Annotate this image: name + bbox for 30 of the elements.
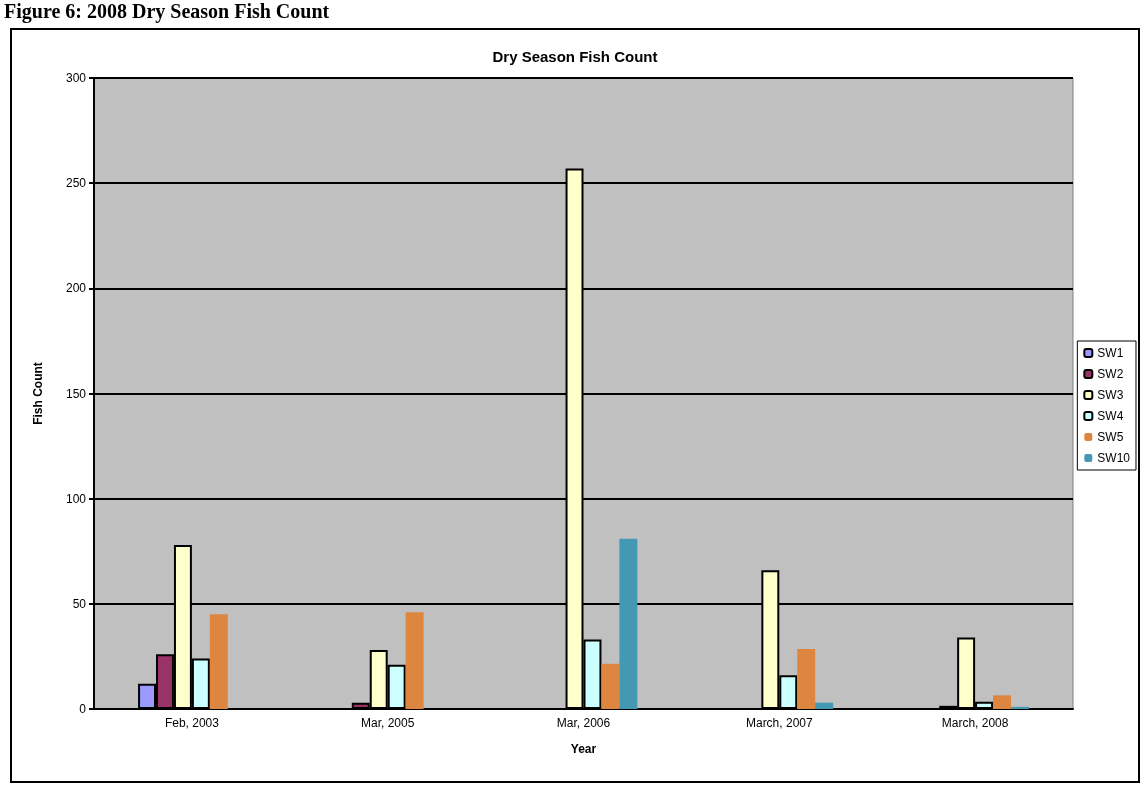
legend-label: SW4: [1097, 409, 1124, 423]
bar: [619, 538, 638, 709]
y-tick-label: 100: [65, 491, 87, 506]
x-tick-label: March, 2007: [745, 716, 813, 730]
bar: [797, 649, 816, 709]
y-tick-label: 50: [72, 596, 87, 611]
x-tick-label: Mar, 2006: [556, 716, 611, 730]
x-tick-label: Mar, 2005: [361, 716, 415, 730]
bar: [1011, 706, 1029, 709]
y-tick-label: 250: [65, 176, 87, 191]
bar: [405, 612, 424, 709]
bar: [601, 663, 620, 709]
chart-title: Dry Season Fish Count: [492, 48, 658, 65]
y-axis-title: Fish Count: [31, 362, 45, 425]
x-axis-title: Year: [570, 742, 597, 756]
x-tick-label: March, 2008: [941, 716, 1009, 730]
bar: [815, 702, 834, 709]
caption: Figure 6: 2008 Dry Season Fish Count: [4, 0, 330, 23]
bar: [993, 695, 1011, 709]
y-tick-label: 200: [65, 281, 87, 296]
legend-label: SW1: [1097, 346, 1124, 360]
legend-label: SW3: [1097, 388, 1124, 402]
legend-label: SW5: [1097, 430, 1124, 444]
legend-label: SW2: [1097, 367, 1124, 381]
y-tick-label: 0: [79, 702, 87, 716]
legend-label: SW10: [1097, 451, 1131, 465]
y-tick-label: 150: [65, 386, 87, 401]
y-tick-label: 300: [65, 71, 87, 85]
x-tick-label: Feb, 2003: [164, 716, 220, 730]
bar: [209, 614, 228, 709]
